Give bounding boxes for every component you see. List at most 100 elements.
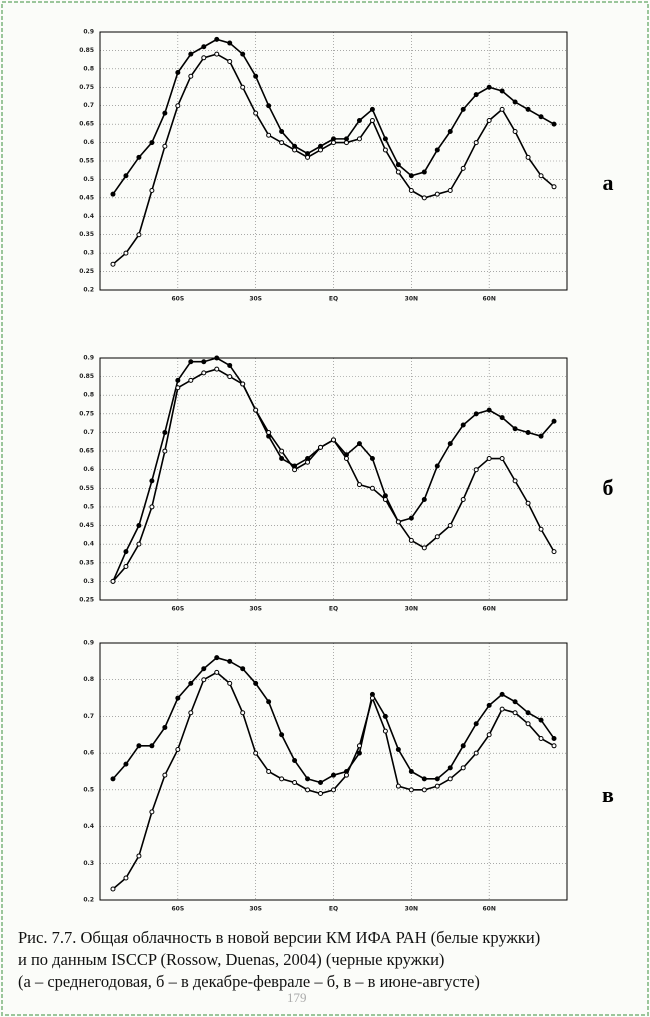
point <box>512 699 518 705</box>
point <box>486 702 492 708</box>
point <box>149 140 155 146</box>
point <box>136 541 142 547</box>
point <box>434 191 440 197</box>
point <box>447 187 453 193</box>
point <box>214 36 220 42</box>
point <box>447 765 453 771</box>
point <box>551 418 557 424</box>
y-tick-label: 0.85 <box>79 47 94 54</box>
point <box>525 721 531 727</box>
point <box>227 680 233 686</box>
point <box>227 374 233 380</box>
y-tick-label: 0.25 <box>79 597 94 604</box>
y-tick-label: 0.75 <box>79 410 94 417</box>
point <box>136 853 142 859</box>
point <box>149 743 155 749</box>
point <box>162 110 168 116</box>
point <box>253 407 259 413</box>
y-tick-label: 0.65 <box>79 121 94 128</box>
y-tick-label: 0.4 <box>83 541 94 548</box>
point <box>356 482 362 488</box>
point <box>149 478 155 484</box>
point <box>525 500 531 506</box>
point <box>512 478 518 484</box>
point <box>227 40 233 46</box>
point <box>499 106 505 112</box>
x-tick-label: 60N <box>482 296 495 303</box>
point <box>227 658 233 664</box>
x-tick-label: 30N <box>405 906 418 913</box>
point <box>149 504 155 510</box>
point <box>395 162 401 168</box>
point <box>460 496 466 502</box>
point <box>201 677 207 683</box>
point <box>356 441 362 447</box>
x-tick-label: 60N <box>482 606 495 613</box>
y-tick-label: 0.55 <box>79 485 94 492</box>
point <box>369 695 375 701</box>
x-tick-label: 60N <box>482 906 495 913</box>
y-tick-label: 0.5 <box>83 786 94 793</box>
y-tick-label: 0.5 <box>83 503 94 510</box>
point <box>343 140 349 146</box>
point <box>538 735 544 741</box>
point <box>382 713 388 719</box>
plot-frame <box>99 31 568 291</box>
y-tick-label: 0.75 <box>79 84 94 91</box>
y-tick-label: 0.4 <box>83 823 94 830</box>
point <box>343 772 349 778</box>
point <box>162 143 168 149</box>
y-tick-label: 0.9 <box>83 355 94 362</box>
point <box>434 147 440 153</box>
point <box>473 721 479 727</box>
point <box>356 750 362 756</box>
point <box>408 173 414 179</box>
point <box>318 444 324 450</box>
point <box>551 735 557 741</box>
point <box>266 132 272 138</box>
point <box>395 783 401 789</box>
point <box>369 456 375 462</box>
point <box>408 787 414 793</box>
point <box>214 655 220 661</box>
point <box>253 73 259 79</box>
y-tick-label: 0.25 <box>79 268 94 275</box>
point <box>486 732 492 738</box>
point <box>318 791 324 797</box>
point <box>110 578 116 584</box>
point <box>240 710 246 716</box>
point <box>188 710 194 716</box>
point <box>149 809 155 815</box>
point <box>305 154 311 160</box>
point <box>382 728 388 734</box>
point <box>305 459 311 465</box>
point <box>123 875 129 881</box>
plot-frame <box>99 642 568 901</box>
x-tick-label: 30N <box>405 296 418 303</box>
point <box>369 485 375 491</box>
point <box>214 669 220 675</box>
point <box>188 359 194 365</box>
page-number: 179 <box>287 990 307 1005</box>
y-tick-label: 0.7 <box>83 102 94 109</box>
point <box>447 523 453 529</box>
x-tick-label: 60S <box>171 906 184 913</box>
point <box>123 549 129 555</box>
point <box>525 429 531 435</box>
point <box>525 154 531 160</box>
point <box>188 680 194 686</box>
point <box>201 44 207 50</box>
point <box>240 84 246 90</box>
point <box>512 426 518 432</box>
point <box>447 776 453 782</box>
point <box>162 448 168 454</box>
point <box>499 415 505 421</box>
point <box>201 359 207 365</box>
point <box>110 776 116 782</box>
point <box>136 232 142 238</box>
point <box>395 519 401 525</box>
point <box>486 456 492 462</box>
x-tick-label: EQ <box>329 906 338 913</box>
